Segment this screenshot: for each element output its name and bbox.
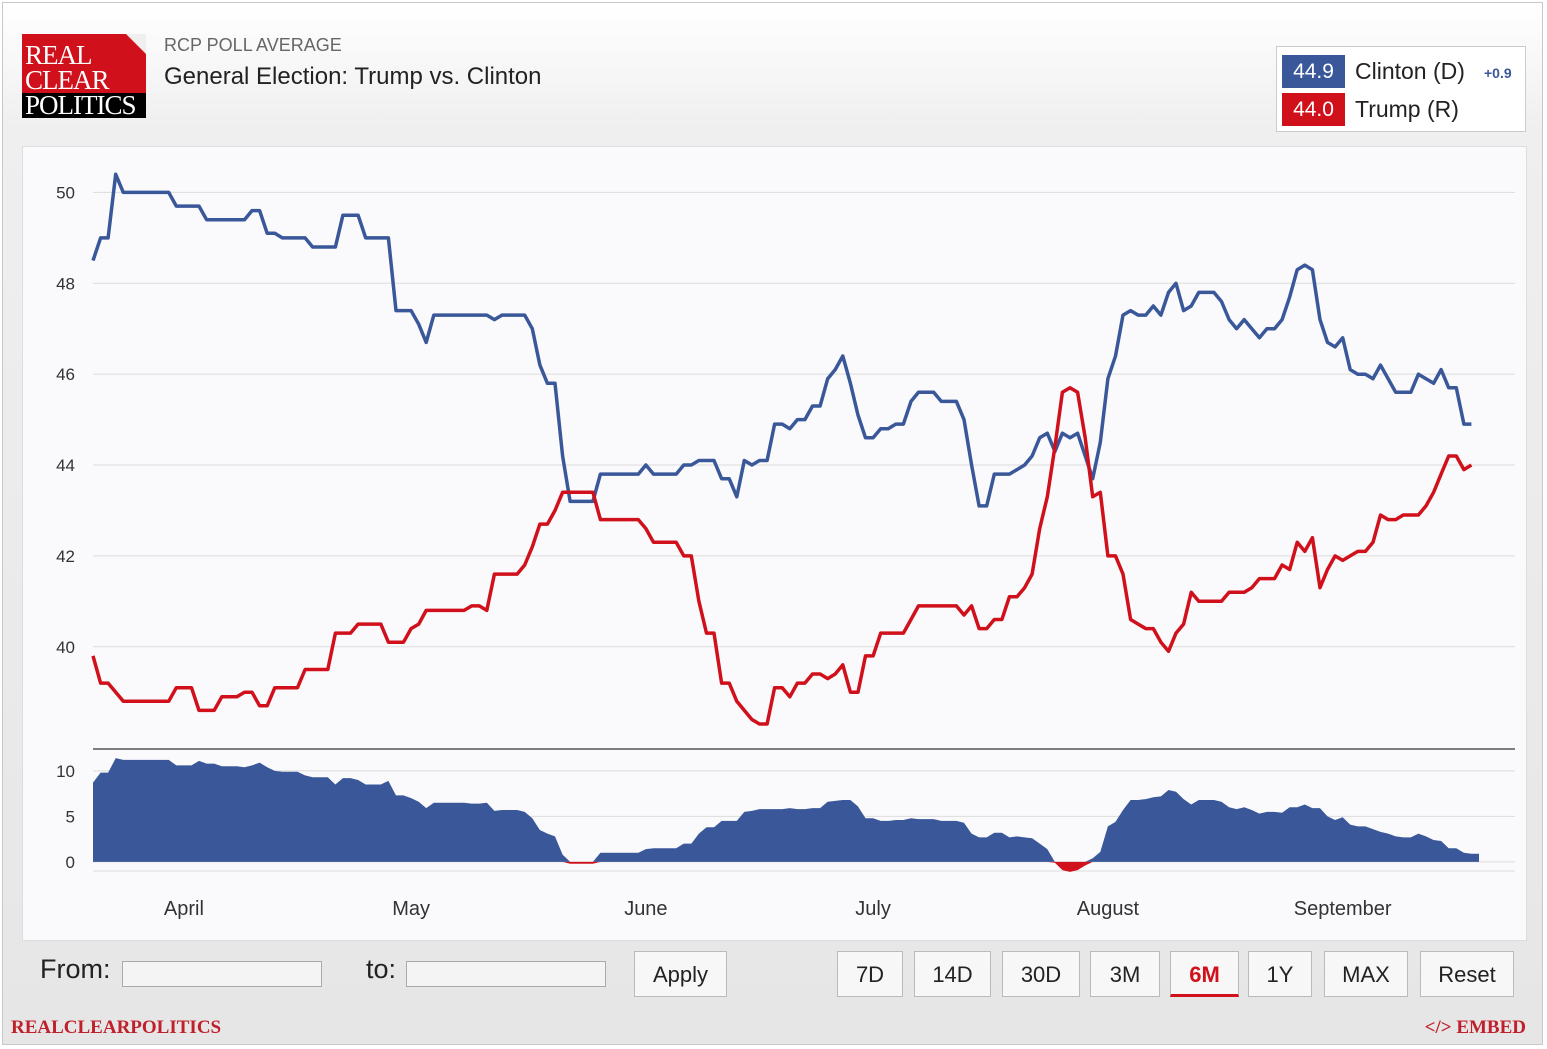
spread-tick-label-10: 10 — [56, 762, 75, 781]
date-controls: From: to: Apply 7D 14D 30D 3M 6M 1Y MAX Reset — [22, 941, 1527, 1011]
gridlines — [93, 191, 1515, 872]
x-tick-label-august: August — [1077, 898, 1140, 920]
x-tick-label-may: May — [392, 898, 430, 920]
range-button-1y[interactable]: 1Y — [1248, 951, 1312, 997]
x-tick-label-july: July — [855, 898, 891, 920]
range-button-14d[interactable]: 14D — [914, 951, 991, 997]
to-label: to: — [366, 954, 397, 984]
spread-tick-label-5: 5 — [66, 807, 75, 826]
y-tick-label-50: 50 — [56, 183, 75, 202]
range-button-reset[interactable]: Reset — [1420, 951, 1514, 997]
x-tick-label-june: June — [624, 898, 667, 920]
legend-value-trump: 44.0 — [1282, 93, 1345, 126]
y-tick-label-40: 40 — [56, 638, 75, 657]
range-button-max[interactable]: MAX — [1324, 951, 1408, 997]
logo-line-clear: CLEAR — [25, 65, 110, 95]
chart-title: General Election: Trump vs. Clinton — [164, 63, 542, 90]
spread-area-clinton — [93, 758, 1479, 862]
series-lines — [91, 172, 1473, 726]
range-button-3m[interactable]: 3M — [1090, 951, 1160, 997]
spread-area-trump — [93, 861, 1479, 872]
y-tick-label-44: 44 — [56, 456, 75, 475]
apply-button[interactable]: Apply — [634, 951, 727, 997]
legend: 44.9 Clinton (D) +0.9 44.0 Trump (R) — [1276, 46, 1526, 132]
chart-subtitle: RCP POLL AVERAGE — [164, 35, 342, 55]
axis-ticks: 40 42 44 46 48 50 0 5 10 April May June July August Se… — [56, 183, 1392, 920]
chart-svg[interactable]: 40 42 44 46 48 50 0 5 10 April May June July August Se… — [23, 147, 1526, 940]
x-tick-label-april: April — [164, 898, 204, 920]
x-tick-label-september: September — [1294, 898, 1392, 920]
logo-fold-corner — [126, 34, 146, 54]
logo-line-politics: POLITICS — [22, 92, 146, 118]
legend-name-trump: Trump (R) — [1355, 96, 1459, 122]
series-line-trump — [91, 386, 1473, 726]
range-button-30d[interactable]: 30D — [1002, 951, 1080, 997]
spread-tick-label-0: 0 — [66, 853, 75, 872]
embed-link[interactable]: </> EMBED — [1424, 1017, 1526, 1038]
from-date-input[interactable] — [122, 961, 322, 987]
y-tick-label-46: 46 — [56, 365, 75, 384]
y-tick-label-48: 48 — [56, 274, 75, 293]
footer-brand[interactable]: REALCLEARPOLITICS — [11, 1017, 222, 1038]
realclearpolitics-logo[interactable]: REAL CLEAR POLITICS — [22, 34, 146, 118]
range-button-6m[interactable]: 6M — [1170, 951, 1239, 997]
spread-area — [93, 758, 1479, 872]
logo-line-real: REAL — [25, 40, 92, 70]
legend-name-clinton: Clinton (D) — [1355, 58, 1465, 84]
to-date-input[interactable] — [406, 961, 606, 987]
legend-change-clinton: +0.9 — [1484, 65, 1512, 81]
series-line-clinton — [91, 172, 1472, 508]
legend-value-clinton: 44.9 — [1282, 55, 1345, 88]
y-tick-label-42: 42 — [56, 547, 75, 566]
from-label: From: — [40, 954, 111, 984]
chart-plot-area[interactable]: 40 42 44 46 48 50 0 5 10 April May June July August Se… — [22, 146, 1527, 941]
range-button-7d[interactable]: 7D — [837, 951, 903, 997]
